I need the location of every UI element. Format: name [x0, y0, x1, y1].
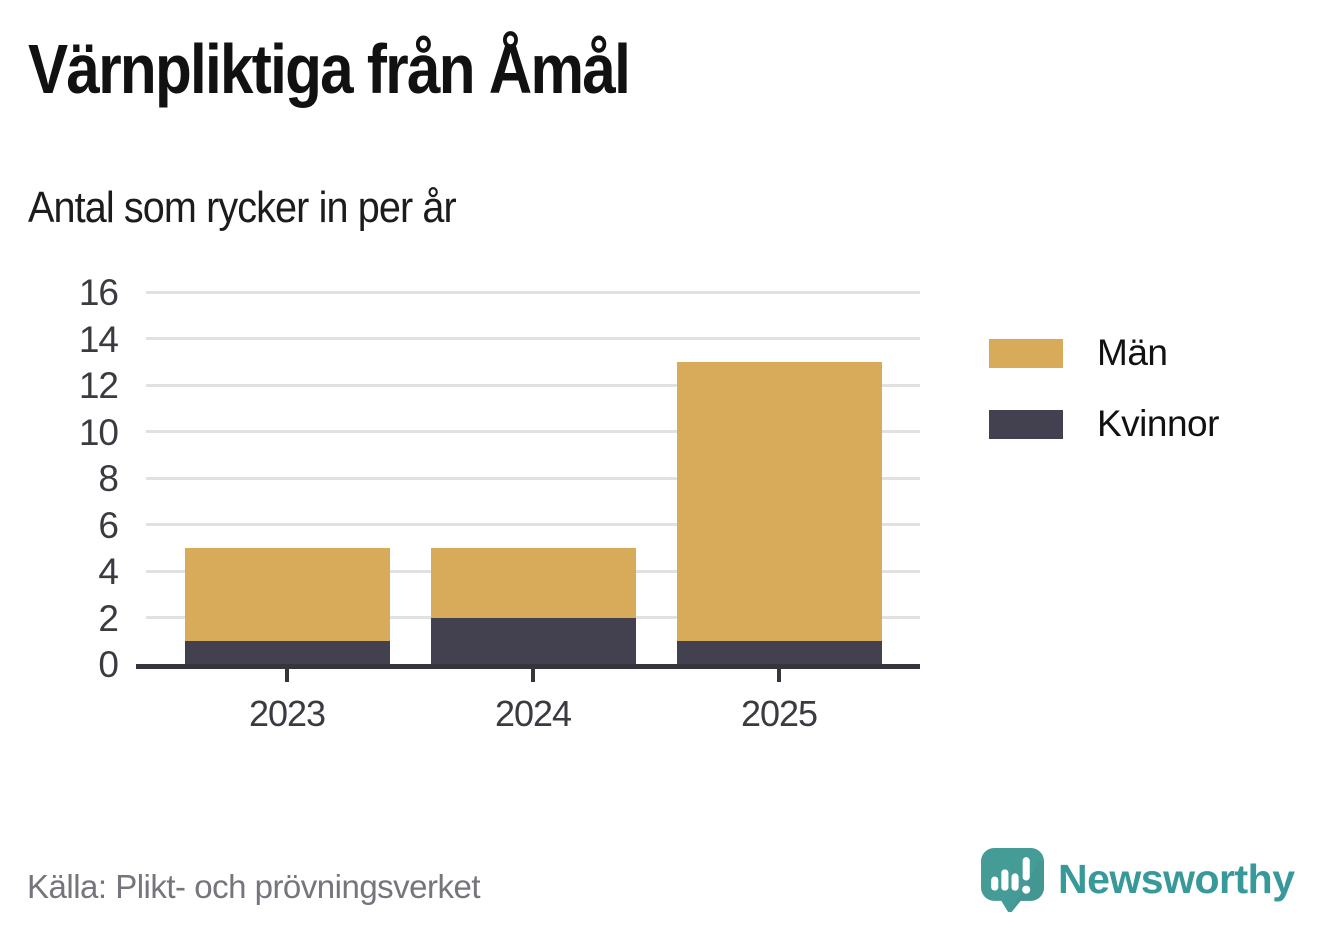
legend-swatch-kvinnor [989, 409, 1063, 439]
bar-2024-män [430, 547, 636, 618]
brand-name: Newsworthy [1058, 856, 1295, 902]
legend: Män Kvinnor [989, 332, 1219, 474]
bar-2025-kvinnor [676, 640, 882, 664]
x-axis-line [136, 664, 920, 669]
chart-subtitle: Antal som rycker in per år [28, 183, 457, 232]
x-axis-tick [531, 669, 535, 682]
y-axis-tick-label: 2 [98, 597, 119, 639]
gridline-y12 [146, 383, 920, 387]
bar-2025-män [676, 361, 882, 641]
bar-2023-män [184, 547, 390, 641]
x-axis-tick [285, 669, 289, 682]
x-axis-category-label: 2024 [494, 693, 572, 734]
y-axis-tick-label: 16 [78, 272, 119, 313]
gridline-y10 [146, 430, 920, 433]
x-axis-category-label: 2023 [248, 693, 326, 734]
y-axis-tick-label: 4 [98, 551, 119, 592]
bar-2024-kvinnor [430, 617, 636, 664]
y-axis-tick-label: 14 [78, 318, 119, 360]
x-axis-tick [777, 669, 781, 682]
y-axis-tick-label: 8 [98, 458, 119, 499]
chart-title: Värnpliktiga från Åmål [28, 30, 631, 108]
y-axis-tick-label: 10 [78, 411, 119, 453]
bar-2023-kvinnor [184, 640, 390, 664]
y-axis-tick-label: 0 [98, 644, 119, 685]
legend-label: Kvinnor [1097, 403, 1219, 444]
gridline-y14 [146, 337, 920, 340]
legend-item-män: Män [989, 332, 1219, 374]
gridline-y16 [146, 290, 920, 294]
legend-swatch-män [989, 338, 1063, 368]
newsworthy-logo-icon [981, 848, 1044, 912]
legend-item-kvinnor: Kvinnor [989, 403, 1219, 445]
x-axis-category-label: 2025 [740, 693, 818, 734]
brand: Newsworthy [980, 847, 1295, 912]
y-axis-tick-label: 12 [78, 365, 119, 406]
y-axis-tick-label: 6 [98, 504, 119, 546]
source-text: Källa: Plikt- och prövningsverket [27, 868, 481, 905]
legend-label: Män [1097, 332, 1168, 373]
gridline-y6 [146, 523, 920, 526]
gridline-y8 [146, 476, 920, 480]
